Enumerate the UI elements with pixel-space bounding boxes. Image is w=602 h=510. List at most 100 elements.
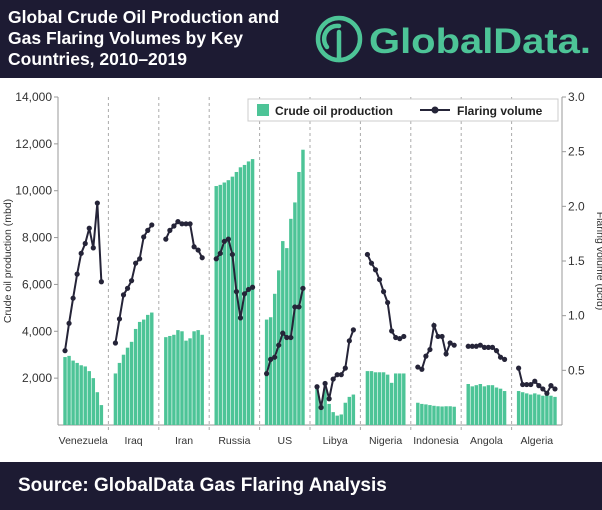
flaring-point-venezuela-2015 [82, 240, 88, 247]
flaring-point-algeria-2018 [548, 383, 554, 389]
flaring-point-russia-2012 [221, 238, 227, 244]
flaring-point-indonesia-2018 [447, 340, 453, 346]
bar-venezuela-2012 [71, 360, 75, 425]
bar-russia-2016 [238, 167, 243, 426]
flaring-point-russia-2016 [237, 315, 244, 321]
flaring-point-us-2018 [296, 304, 302, 310]
header-banner: Global Crude Oil Production and Gas Flar… [0, 0, 602, 78]
flaring-point-nigeria-2019 [401, 333, 407, 340]
bar-russia-2012 [222, 182, 227, 425]
flaring-point-indonesia-2014 [431, 322, 437, 329]
flaring-point-iraq-2015 [133, 260, 139, 266]
bar-algeria-2019 [553, 396, 557, 425]
bar-indonesia-2017 [444, 406, 448, 425]
flaring-point-angola-2018 [497, 354, 504, 360]
bar-iraq-2015 [133, 328, 138, 425]
flaring-point-algeria-2015 [536, 383, 542, 389]
x-tick-label: Venezuela [59, 435, 108, 447]
flaring-point-angola-2012 [473, 343, 479, 349]
flaring-point-iraq-2016 [137, 256, 143, 262]
x-tick-label: Russia [218, 435, 250, 447]
globaldata-logo-text: GlobalData. [369, 22, 591, 61]
flaring-point-libya-2019 [350, 327, 356, 333]
flaring-point-iran-2016 [187, 221, 193, 227]
flaring-point-russia-2015 [233, 289, 240, 295]
flaring-point-russia-2018 [245, 286, 252, 293]
bar-nigeria-2012 [373, 372, 378, 425]
y-left-axis-title: Crude oil production (mbd) [2, 199, 14, 323]
y-left-tick-label: 6,000 [22, 277, 52, 291]
legend-label-flaring: Flaring volume [457, 104, 543, 118]
bar-algeria-2018 [549, 395, 553, 425]
flaring-point-venezuela-2014 [78, 250, 84, 256]
y-left-tick-label: 12,000 [15, 137, 52, 151]
legend-box [247, 98, 559, 122]
flaring-line-indonesia [417, 321, 455, 371]
flaring-point-indonesia-2015 [435, 333, 441, 340]
y-right-axis-title: Flaring volume (bcfd) [594, 212, 602, 311]
bar-indonesia-2016 [440, 406, 444, 425]
bar-russia-2011 [218, 184, 222, 425]
legend-bar-swatch [257, 104, 269, 116]
bar-nigeria-2011 [369, 371, 374, 425]
bar-nigeria-2018 [398, 373, 402, 425]
bar-angola-2019 [502, 391, 507, 425]
flaring-point-iran-2017 [191, 244, 197, 250]
bar-libya-2017 [343, 402, 348, 425]
bar-angola-2017 [494, 387, 499, 425]
bar-angola-2013 [478, 384, 483, 425]
bar-iran-2011 [168, 335, 172, 425]
flaring-point-venezuela-2016 [86, 225, 92, 231]
flaring-point-libya-2017 [342, 365, 348, 371]
y-left-tick-label: 10,000 [15, 184, 52, 198]
flaring-point-angola-2015 [485, 344, 492, 350]
bar-russia-2013 [226, 180, 231, 425]
flaring-point-libya-2011 [318, 404, 324, 411]
flaring-point-nigeria-2018 [397, 336, 403, 342]
bar-indonesia-2014 [432, 405, 436, 425]
flaring-line-russia [215, 237, 254, 319]
flaring-point-libya-2016 [338, 372, 344, 378]
bar-venezuela-2018 [95, 392, 100, 425]
bar-algeria-2016 [541, 395, 545, 425]
flaring-point-nigeria-2015 [385, 299, 391, 306]
globaldata-logo-icon [315, 15, 363, 63]
flaring-point-russia-2011 [217, 250, 223, 256]
flaring-point-libya-2013 [326, 396, 332, 402]
bar-iran-2017 [192, 331, 196, 425]
flaring-point-libya-2018 [346, 338, 352, 344]
flaring-line-nigeria [366, 254, 405, 340]
bar-libya-2013 [327, 403, 331, 425]
y-right-tick-label: 1.0 [568, 309, 585, 323]
flaring-point-angola-2017 [493, 348, 500, 354]
flaring-point-indonesia-2011 [419, 366, 425, 372]
bar-venezuela-2014 [79, 365, 83, 425]
flaring-point-algeria-2012 [524, 381, 530, 388]
x-tick-label: US [278, 435, 293, 447]
flaring-point-indonesia-2013 [427, 346, 433, 353]
bar-iran-2019 [200, 334, 204, 425]
flaring-point-angola-2016 [489, 344, 496, 350]
bar-iraq-2016 [137, 321, 142, 425]
bar-angola-2016 [490, 385, 495, 425]
flaring-point-us-2015 [284, 334, 290, 341]
source-text: Source: GlobalData Gas Flaring Analysis [18, 475, 387, 496]
bar-iraq-2018 [146, 314, 150, 425]
flaring-point-iran-2019 [199, 255, 205, 261]
bar-venezuela-2017 [91, 378, 96, 425]
flaring-point-algeria-2011 [520, 381, 526, 388]
flaring-point-iran-2011 [167, 227, 173, 233]
bar-libya-2016 [339, 414, 343, 425]
flaring-point-russia-2014 [229, 251, 235, 258]
flaring-point-indonesia-2019 [451, 342, 457, 348]
flaring-point-angola-2011 [469, 343, 475, 349]
bar-nigeria-2010 [365, 371, 370, 425]
flaring-point-us-2019 [300, 285, 306, 291]
flaring-point-us-2014 [280, 330, 286, 336]
flaring-line-venezuela [64, 202, 103, 351]
bar-angola-2011 [470, 386, 474, 425]
bar-iran-2010 [164, 337, 168, 425]
flaring-point-libya-2014 [330, 376, 336, 382]
x-tick-label: Libya [323, 435, 348, 447]
y-right-tick-label: 1.5 [568, 254, 585, 268]
